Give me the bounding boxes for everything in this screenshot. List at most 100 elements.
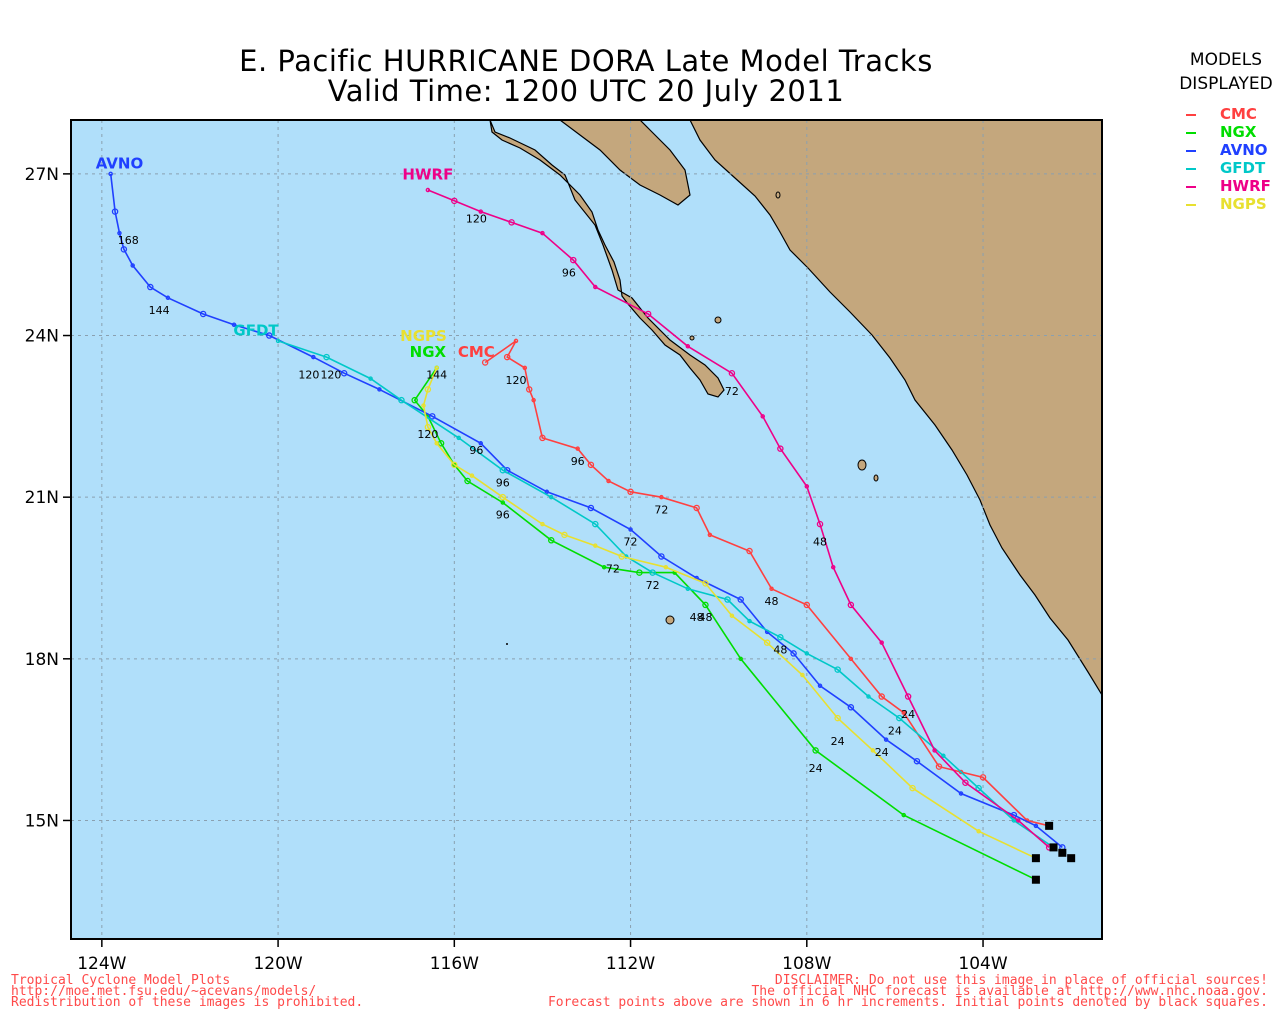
forecast-hour-label-cmc: 96 <box>571 455 585 468</box>
track-point-avno <box>231 322 237 327</box>
track-point-avno <box>1059 844 1066 851</box>
track-point-ngx <box>702 601 709 609</box>
track-point-cmc <box>769 586 774 592</box>
forecast-hour-label-ngx: 48 <box>698 611 712 624</box>
forecast-hour-label-ngps: 144 <box>426 369 447 382</box>
forecast-hour-label-cmc: 48 <box>765 595 779 608</box>
model-name-label-gfdt: GFDT <box>233 322 279 340</box>
track-point-hwrf <box>1045 844 1053 851</box>
x-tick-label: 108W <box>782 954 831 974</box>
footer-left-line-3: Redistribution of these images is prohib… <box>11 995 364 1010</box>
forecast-hour-label-gfdt: 72 <box>606 563 620 576</box>
model-name-label-avno: AVNO <box>96 154 144 172</box>
track-point-hwrf <box>451 197 458 205</box>
forecast-hour-label-hwrf: 120 <box>466 212 487 225</box>
y-tick-label: 15N <box>25 811 59 831</box>
forecast-hour-label-gfdt: 120 <box>320 369 341 382</box>
model-name-label-ngps: NGPS <box>400 327 447 345</box>
legend-label: GFDT <box>1220 159 1266 177</box>
track-point-ngps <box>561 531 568 539</box>
track-point-ngps <box>593 543 598 548</box>
track-point-cmc <box>693 504 700 512</box>
x-tick-label: 104W <box>958 954 1007 974</box>
footer-right-line-3: Forecast points above are shown in 6 hr … <box>547 995 1268 1010</box>
forecast-hour-label-hwrf: 72 <box>725 385 739 398</box>
island-gulf-3 <box>775 191 781 199</box>
y-tick-label: 21N <box>25 488 59 508</box>
track-point-avno <box>266 332 273 339</box>
track-point-hwrf <box>478 209 484 214</box>
track-point-ngx <box>901 812 906 818</box>
forecast-hour-label-ngx: 24 <box>809 762 823 775</box>
legend-label: CMC <box>1220 105 1257 123</box>
legend-item-gfdt: GFDT <box>1172 159 1280 178</box>
track-point-cmc <box>659 494 664 500</box>
track-point-ngps <box>834 714 841 722</box>
x-tick-label: 120W <box>253 954 302 974</box>
track-point-hwrf <box>962 779 969 786</box>
track-point-avno <box>764 629 770 635</box>
forecast-hour-label-avno: 24 <box>875 746 889 759</box>
track-point-ngx <box>1032 876 1040 883</box>
legend-label: NGX <box>1220 123 1257 141</box>
track-point-ngps <box>1032 854 1040 862</box>
forecast-hour-label-hwrf: 96 <box>562 266 576 279</box>
track-point-avno <box>628 527 633 532</box>
baja-north-land <box>559 120 691 206</box>
forecast-hour-label-cmc: 72 <box>654 503 668 516</box>
track-point-cmc <box>575 446 580 451</box>
track-point-hwrf <box>593 284 598 290</box>
x-tick-label: 116W <box>430 954 479 974</box>
legend-header-displayed: DISPLAYED <box>1179 74 1273 94</box>
track-point-hwrf <box>830 564 836 570</box>
track-point-cmc <box>503 353 511 361</box>
legend-swatch <box>1186 132 1196 134</box>
track-point-avno <box>883 737 889 742</box>
track-point-cmc <box>522 365 528 371</box>
track-point-hwrf <box>425 187 431 193</box>
legend-item-avno: AVNO <box>1172 141 1280 160</box>
track-point-avno <box>117 230 122 236</box>
legend-item-hwrf: HWRF <box>1172 177 1280 196</box>
forecast-hour-label-ngx: 72 <box>646 579 660 592</box>
track-point-gfdt <box>549 494 554 500</box>
footer-left: Tropical Cyclone Model Plots http://moe.… <box>11 974 364 1010</box>
legend-item-cmc: CMC <box>1172 105 1280 124</box>
forecast-hour-label-hwrf: 48 <box>813 536 827 549</box>
track-point-ngx <box>812 747 819 754</box>
track-point-avno <box>147 283 154 291</box>
track-point-ngps <box>870 748 876 753</box>
track-point-avno <box>737 596 744 603</box>
track-point-gfdt <box>975 784 982 792</box>
mainland-mexico <box>689 120 1102 697</box>
track-point-hwrf <box>685 344 691 349</box>
initial-position-square <box>1031 854 1040 863</box>
forecast-hour-label-ngps: 24 <box>831 735 845 748</box>
track-point-hwrf <box>904 693 912 700</box>
track-point-ngx <box>437 440 445 447</box>
ocean-background <box>71 120 1102 939</box>
track-point-hwrf <box>804 484 810 489</box>
legend-swatch <box>1186 114 1196 116</box>
track-line-ngx <box>413 367 1037 881</box>
track-point-ngps <box>469 473 475 478</box>
initial-position-square <box>1049 843 1058 852</box>
track-point-avno <box>429 413 436 420</box>
forecast-hour-label-avno: 120 <box>298 369 319 382</box>
forecast-hour-label-gfdt: 96 <box>469 444 483 457</box>
track-point-ngps <box>434 365 439 371</box>
track-point-cmc <box>803 601 811 609</box>
forecast-hour-label-avno: 48 <box>773 643 787 656</box>
track-point-cmc <box>878 693 885 700</box>
track-point-avno <box>111 208 119 215</box>
track-point-ngps <box>434 441 439 446</box>
track-point-cmc <box>901 710 906 715</box>
initial-position-square <box>1067 854 1076 863</box>
track-point-cmc <box>958 769 964 775</box>
legend-label: AVNO <box>1220 141 1268 159</box>
track-point-hwrf <box>728 369 736 377</box>
track-point-cmc <box>606 478 611 484</box>
track-point-ngps <box>663 564 669 570</box>
track-point-avno <box>544 489 550 495</box>
track-point-avno <box>165 295 171 301</box>
